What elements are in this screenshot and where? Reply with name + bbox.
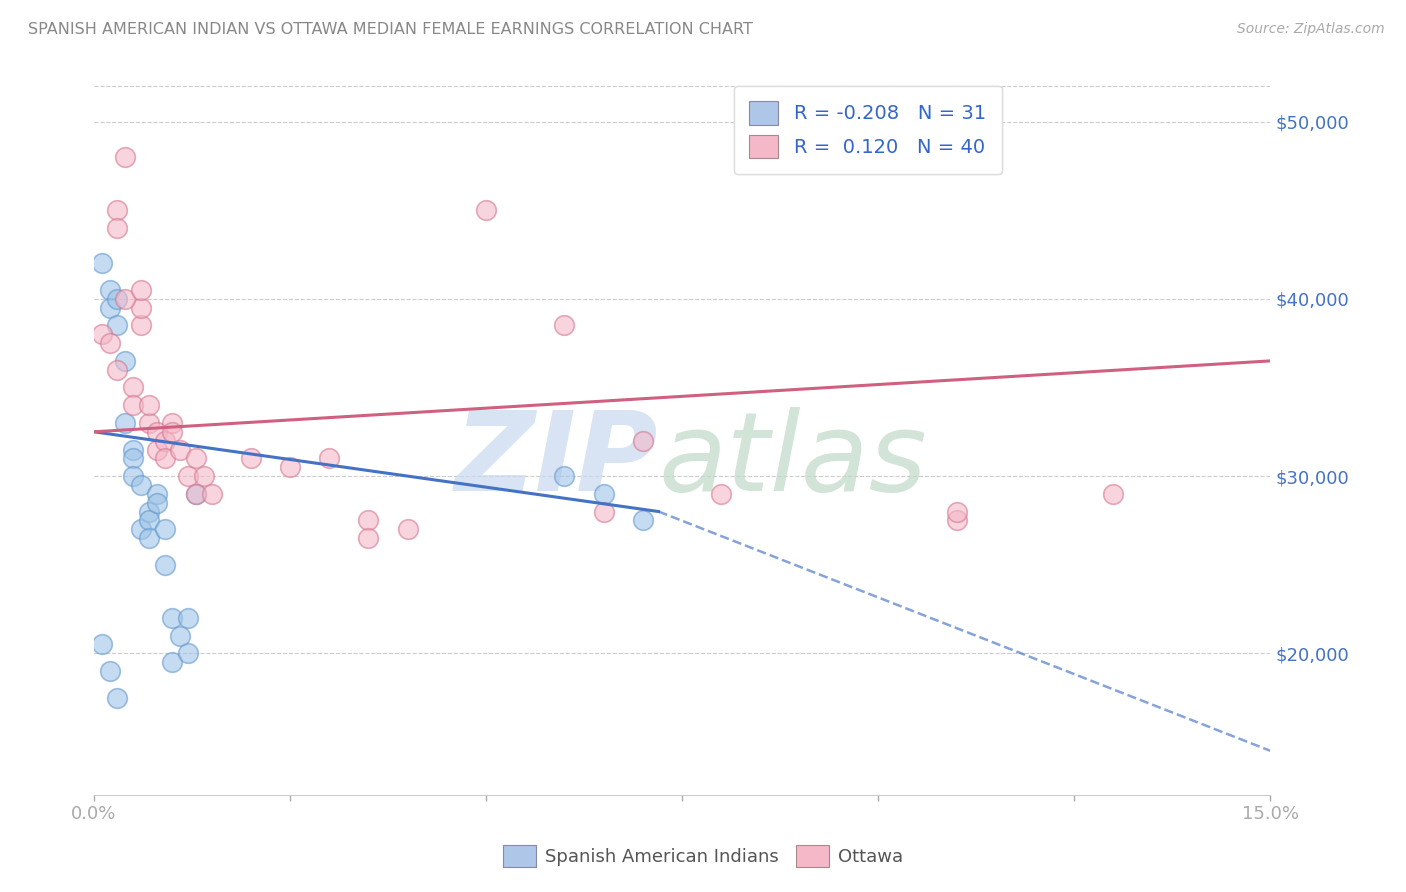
Point [153,434,176,448]
Point [138,504,160,518]
Point [153,558,176,572]
Point [357,531,380,545]
Point [162,655,184,669]
Point [138,531,160,545]
Point [114,150,136,164]
Point [153,451,176,466]
Point [138,398,160,412]
Point [200,487,222,501]
Point [553,318,575,333]
Point [122,469,145,483]
Point [710,487,733,501]
Point [162,416,184,430]
Text: atlas: atlas [658,408,927,515]
Text: ZIP: ZIP [456,408,658,515]
Point [98,664,121,678]
Point [945,504,967,518]
Point [631,513,654,527]
Point [184,487,207,501]
Point [357,513,380,527]
Point [145,442,167,457]
Point [122,442,145,457]
Point [145,496,167,510]
Text: Source: ZipAtlas.com: Source: ZipAtlas.com [1237,22,1385,37]
Point [122,451,145,466]
Point [169,629,191,643]
Point [107,318,129,333]
Legend: R = -0.208   N = 31, R =  0.120   N = 40: R = -0.208 N = 31, R = 0.120 N = 40 [734,86,1001,174]
Point [177,469,200,483]
Point [153,522,176,536]
Point [98,301,121,315]
Point [145,425,167,439]
Point [129,522,152,536]
Point [98,283,121,297]
Point [98,336,121,351]
Point [631,434,654,448]
Point [129,283,152,297]
Point [945,513,967,527]
Point [193,469,215,483]
Point [475,203,498,218]
Point [184,451,207,466]
Point [592,487,614,501]
Point [129,478,152,492]
Point [90,327,112,342]
Point [90,637,112,651]
Point [129,301,152,315]
Point [239,451,262,466]
Point [107,221,129,235]
Point [138,513,160,527]
Point [177,611,200,625]
Point [114,292,136,306]
Point [318,451,340,466]
Point [107,363,129,377]
Point [107,292,129,306]
Point [107,690,129,705]
Point [162,611,184,625]
Point [90,256,112,270]
Point [145,487,167,501]
Point [114,354,136,368]
Point [278,460,301,475]
Point [122,380,145,394]
Point [122,398,145,412]
Point [553,469,575,483]
Point [592,504,614,518]
Point [129,318,152,333]
Point [177,646,200,660]
Point [396,522,419,536]
Point [107,203,129,218]
Point [169,442,191,457]
Point [162,425,184,439]
Legend: Spanish American Indians, Ottawa: Spanish American Indians, Ottawa [496,838,910,874]
Point [184,487,207,501]
Point [114,416,136,430]
Point [1102,487,1125,501]
Point [138,416,160,430]
Text: SPANISH AMERICAN INDIAN VS OTTAWA MEDIAN FEMALE EARNINGS CORRELATION CHART: SPANISH AMERICAN INDIAN VS OTTAWA MEDIAN… [28,22,754,37]
